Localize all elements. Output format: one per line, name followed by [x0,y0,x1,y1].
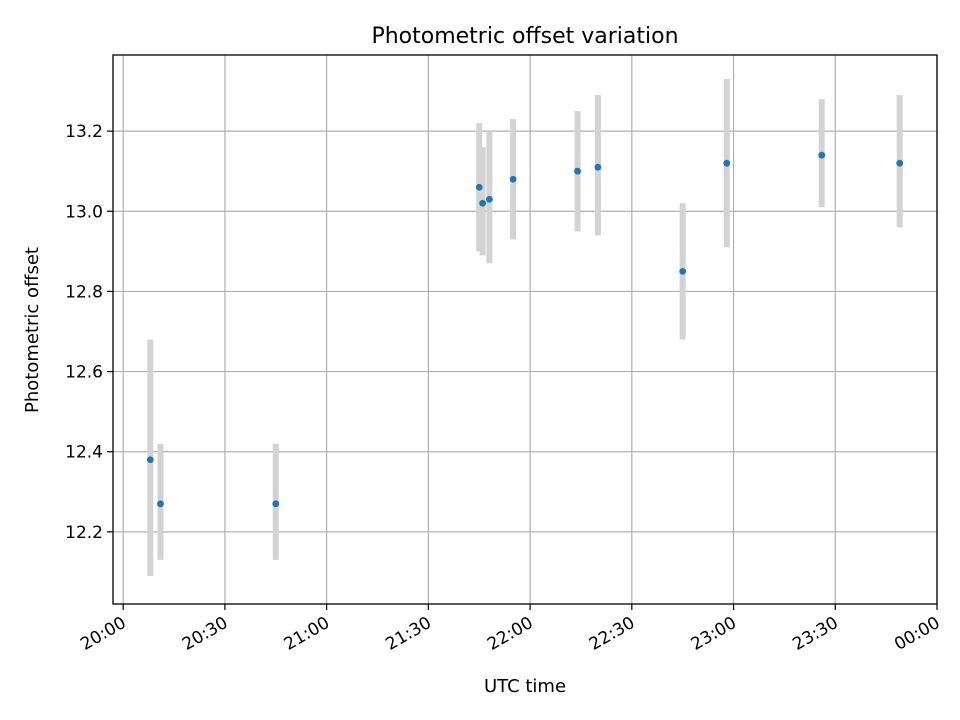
data-point [475,183,483,191]
data-point [679,267,687,275]
y-tick-label: 12.6 [65,363,103,383]
data-point [723,159,731,167]
y-tick-label: 13.0 [65,202,103,222]
plot-frame [112,54,938,605]
data-point [272,500,280,508]
grid [113,55,938,604]
y-axis-ticks: 12.2 12.4 12.6 12.8 13.0 13.2 [65,122,113,543]
chart-title: Photometric offset variation [371,24,678,49]
data-point [594,163,602,171]
y-tick-label: 13.2 [65,122,103,142]
data-point [479,199,487,207]
data-point [574,167,581,175]
data-point [509,175,517,183]
y-tick-label: 12.8 [65,282,103,302]
y-tick-label: 12.2 [65,523,103,543]
data-point [896,159,904,167]
data-point [146,456,154,464]
x-axis-label: UTC time [484,676,566,697]
data-points [146,151,904,508]
y-axis-label: Photometric offset [22,247,43,413]
y-tick-label: 12.4 [65,443,103,463]
data-point [485,195,493,203]
data-point [818,151,826,159]
data-point [157,500,164,508]
